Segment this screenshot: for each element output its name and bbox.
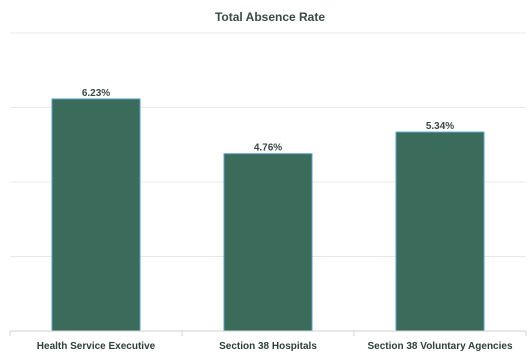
bar [51, 98, 141, 332]
value-label: 4.76% [254, 143, 282, 154]
category-label: Health Service Executive [37, 341, 156, 352]
category-labels: Health Service Executive Section 38 Hospi… [37, 341, 513, 352]
bar [223, 153, 313, 332]
bars [51, 98, 485, 332]
value-label: 6.23% [82, 88, 110, 99]
x-axis-ticks [9, 331, 527, 336]
value-label: 5.34% [426, 121, 454, 132]
category-label: Section 38 Voluntary Agencies [367, 341, 512, 352]
chart-title: Total Absence Rate [215, 10, 325, 24]
bar [395, 131, 485, 332]
value-labels: 6.23% 4.76% 5.34% [82, 88, 454, 154]
category-label: Section 38 Hospitals [219, 341, 317, 352]
